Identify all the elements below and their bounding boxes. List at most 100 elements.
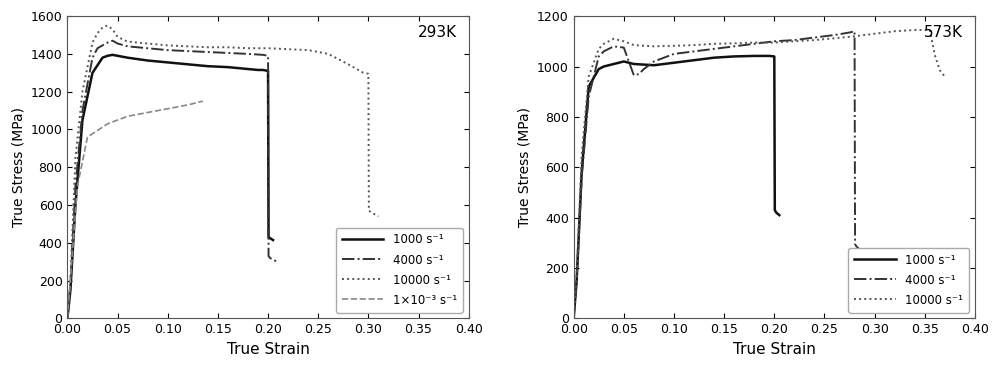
1000 s⁻¹ (768, 54, 780, 59)
1000 s⁻¹ (770, 210, 782, 215)
4000 s⁻¹ (264, 256, 276, 260)
4000 s⁻¹ (598, 49, 610, 54)
1000 s⁻¹ (628, 62, 640, 66)
10000 s⁻¹ (728, 41, 740, 46)
10000 s⁻¹ (86, 40, 98, 45)
10000 s⁻¹ (367, 211, 379, 216)
10000 s⁻¹ (708, 42, 720, 46)
10000 s⁻¹ (909, 28, 921, 32)
1000 s⁻¹ (648, 63, 660, 67)
10000 s⁻¹ (76, 89, 88, 94)
1000 s⁻¹ (252, 68, 264, 72)
4000 s⁻¹ (142, 46, 154, 50)
4000 s⁻¹ (571, 279, 583, 283)
1000 s⁻¹ (232, 66, 244, 70)
1×10⁻³ s⁻¹ (81, 135, 93, 139)
10000 s⁻¹ (608, 36, 620, 41)
10000 s⁻¹ (929, 53, 941, 57)
4000 s⁻¹ (688, 49, 700, 54)
10000 s⁻¹ (939, 74, 951, 79)
10000 s⁻¹ (162, 43, 174, 47)
4000 s⁻¹ (576, 175, 588, 180)
4000 s⁻¹ (618, 45, 630, 50)
10000 s⁻¹ (342, 62, 354, 67)
1×10⁻³ s⁻¹ (61, 316, 73, 321)
4000 s⁻¹ (859, 250, 871, 254)
1×10⁻³ s⁻¹ (122, 114, 134, 118)
1000 s⁻¹ (86, 71, 98, 75)
4000 s⁻¹ (583, 95, 595, 99)
4000 s⁻¹ (162, 48, 174, 52)
1000 s⁻¹ (688, 58, 700, 63)
10000 s⁻¹ (202, 45, 214, 50)
10000 s⁻¹ (69, 156, 81, 160)
4000 s⁻¹ (633, 72, 645, 76)
1000 s⁻¹ (728, 54, 740, 59)
1000 s⁻¹ (618, 59, 630, 64)
Line: 1×10⁻³ s⁻¹: 1×10⁻³ s⁻¹ (67, 101, 203, 318)
10000 s⁻¹ (102, 23, 114, 28)
4000 s⁻¹ (638, 67, 650, 71)
Y-axis label: True Stress (MPa): True Stress (MPa) (517, 107, 531, 227)
10000 s⁻¹ (64, 279, 76, 283)
1000 s⁻¹ (142, 58, 154, 63)
4000 s⁻¹ (628, 73, 640, 78)
1000 s⁻¹ (107, 53, 119, 57)
Legend: 1000 s⁻¹, 4000 s⁻¹, 10000 s⁻¹: 1000 s⁻¹, 4000 s⁻¹, 10000 s⁻¹ (848, 248, 969, 312)
1×10⁻³ s⁻¹ (162, 106, 174, 111)
4000 s⁻¹ (768, 39, 780, 43)
4000 s⁻¹ (267, 258, 279, 262)
10000 s⁻¹ (322, 52, 334, 56)
Text: 293K: 293K (418, 25, 457, 40)
4000 s⁻¹ (262, 54, 274, 58)
10000 s⁻¹ (808, 38, 820, 42)
10000 s⁻¹ (768, 40, 780, 45)
10000 s⁻¹ (97, 25, 109, 30)
4000 s⁻¹ (728, 44, 740, 49)
10000 s⁻¹ (849, 34, 861, 39)
1000 s⁻¹ (69, 203, 81, 207)
10000 s⁻¹ (598, 42, 610, 46)
4000 s⁻¹ (864, 252, 876, 256)
X-axis label: True Strain: True Strain (227, 342, 309, 357)
4000 s⁻¹ (748, 42, 760, 46)
4000 s⁻¹ (272, 259, 284, 264)
4000 s⁻¹ (849, 242, 861, 246)
4000 s⁻¹ (242, 52, 254, 56)
10000 s⁻¹ (583, 74, 595, 79)
1000 s⁻¹ (598, 64, 610, 69)
4000 s⁻¹ (854, 247, 866, 251)
10000 s⁻¹ (648, 44, 660, 49)
4000 s⁻¹ (849, 29, 861, 33)
4000 s⁻¹ (86, 56, 98, 60)
10000 s⁻¹ (362, 71, 374, 76)
Line: 4000 s⁻¹: 4000 s⁻¹ (67, 41, 278, 318)
1000 s⁻¹ (571, 279, 583, 283)
Line: 10000 s⁻¹: 10000 s⁻¹ (574, 30, 945, 318)
1000 s⁻¹ (122, 56, 134, 60)
1000 s⁻¹ (102, 54, 114, 58)
10000 s⁻¹ (122, 39, 134, 44)
4000 s⁻¹ (263, 254, 275, 258)
1000 s⁻¹ (112, 54, 124, 58)
1×10⁻³ s⁻¹ (71, 184, 83, 188)
Line: 4000 s⁻¹: 4000 s⁻¹ (574, 31, 875, 318)
4000 s⁻¹ (107, 39, 119, 43)
1000 s⁻¹ (64, 288, 76, 292)
1000 s⁻¹ (263, 235, 275, 240)
Line: 10000 s⁻¹: 10000 s⁻¹ (67, 25, 378, 318)
4000 s⁻¹ (64, 282, 76, 287)
4000 s⁻¹ (182, 49, 194, 53)
10000 s⁻¹ (618, 39, 630, 43)
10000 s⁻¹ (571, 273, 583, 278)
4000 s⁻¹ (222, 51, 234, 55)
1000 s⁻¹ (593, 67, 605, 71)
10000 s⁻¹ (92, 31, 104, 35)
1000 s⁻¹ (608, 62, 620, 66)
1000 s⁻¹ (773, 213, 785, 217)
1×10⁻³ s⁻¹ (197, 99, 209, 103)
10000 s⁻¹ (828, 36, 840, 40)
Y-axis label: True Stress (MPa): True Stress (MPa) (11, 107, 25, 227)
10000 s⁻¹ (357, 71, 369, 75)
4000 s⁻¹ (202, 50, 214, 54)
